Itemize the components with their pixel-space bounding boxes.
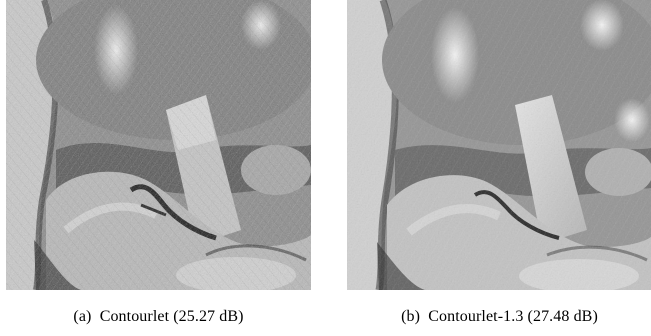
subfigure-a: (a) Contourlet (25.27 dB) bbox=[6, 0, 311, 326]
caption-b: (b) Contourlet-1.3 (27.48 dB) bbox=[347, 308, 651, 326]
subfigure-b: (b) Contourlet-1.3 (27.48 dB) bbox=[347, 0, 651, 326]
caption-a-label: (a) bbox=[73, 308, 92, 325]
caption-a-text: Contourlet (25.27 dB) bbox=[99, 308, 244, 325]
caption-b-label: (b) bbox=[401, 308, 421, 325]
reconstructed-image-b bbox=[347, 0, 651, 290]
image-b-svg bbox=[347, 0, 651, 290]
caption-a: (a) Contourlet (25.27 dB) bbox=[6, 308, 311, 326]
caption-b-text: Contourlet-1.3 (27.48 dB) bbox=[428, 308, 598, 325]
image-a-svg bbox=[6, 0, 311, 290]
reconstructed-image-a bbox=[6, 0, 311, 290]
